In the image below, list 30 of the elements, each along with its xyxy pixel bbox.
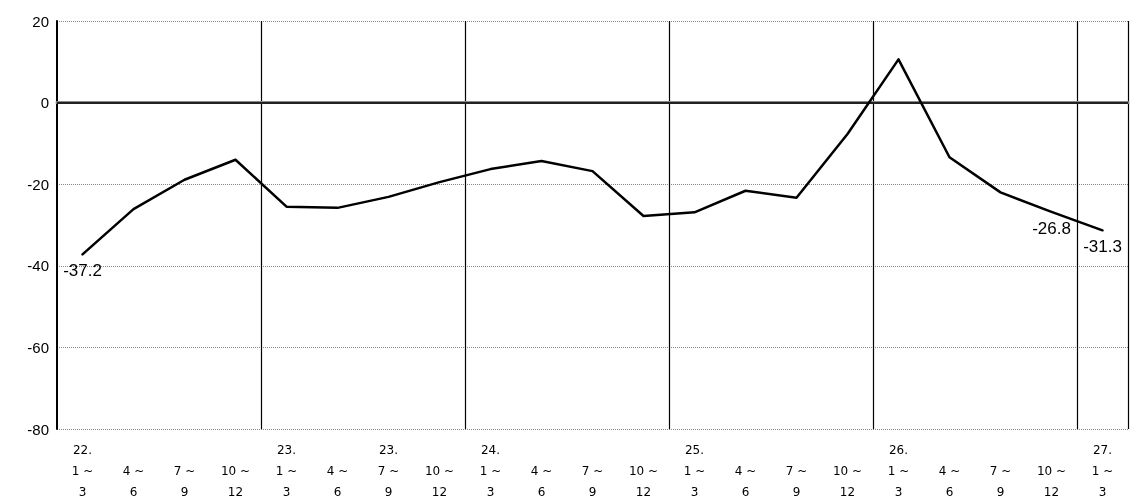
y-tick-label: 20 <box>32 12 49 30</box>
x-tick-label: 27. 1 ~ 3 <box>1091 442 1114 499</box>
data-label: -37.2 <box>63 261 102 281</box>
x-tick-label: 10 ~ 12 <box>832 463 863 499</box>
x-tick-label: 4 ~ 6 <box>734 463 757 499</box>
y-tick-label: -40 <box>27 257 49 275</box>
x-tick-label: 24. 1 ~ 3 <box>479 442 502 499</box>
data-label: -31.3 <box>1083 237 1122 257</box>
x-tick-label: 10 ~ 12 <box>628 463 659 499</box>
y-tick-label: -20 <box>27 175 49 193</box>
y-tick-label: -80 <box>27 420 49 438</box>
x-tick-label: 7 ~ 9 <box>785 463 808 499</box>
x-tick-label: 23. 7 ~ 9 <box>377 442 400 499</box>
x-tick-label: 22. 1 ~ 3 <box>71 442 94 499</box>
x-tick-label: 26. 1 ~ 3 <box>887 442 910 499</box>
x-tick-label: 4 ~ 6 <box>938 463 961 499</box>
data-label: -26.8 <box>1032 218 1071 238</box>
x-tick-label: 4 ~ 6 <box>530 463 553 499</box>
x-tick-label: 25. 1 ~ 3 <box>683 442 706 499</box>
x-tick-label: 7 ~ 9 <box>989 463 1012 499</box>
x-tick-label: 4 ~ 6 <box>122 463 145 499</box>
x-tick-label: 10 ~ 12 <box>220 463 251 499</box>
y-tick-label: -60 <box>27 338 49 356</box>
x-tick-label: 10 ~ 12 <box>424 463 455 499</box>
x-tick-label: 7 ~ 9 <box>581 463 604 499</box>
x-tick-label: 7 ~ 9 <box>173 463 196 499</box>
y-tick-label: 0 <box>40 94 49 112</box>
x-tick-label: 10 ~ 12 <box>1036 463 1067 499</box>
x-tick-label: 4 ~ 6 <box>326 463 349 499</box>
x-tick-label: 23. 1 ~ 3 <box>275 442 298 499</box>
